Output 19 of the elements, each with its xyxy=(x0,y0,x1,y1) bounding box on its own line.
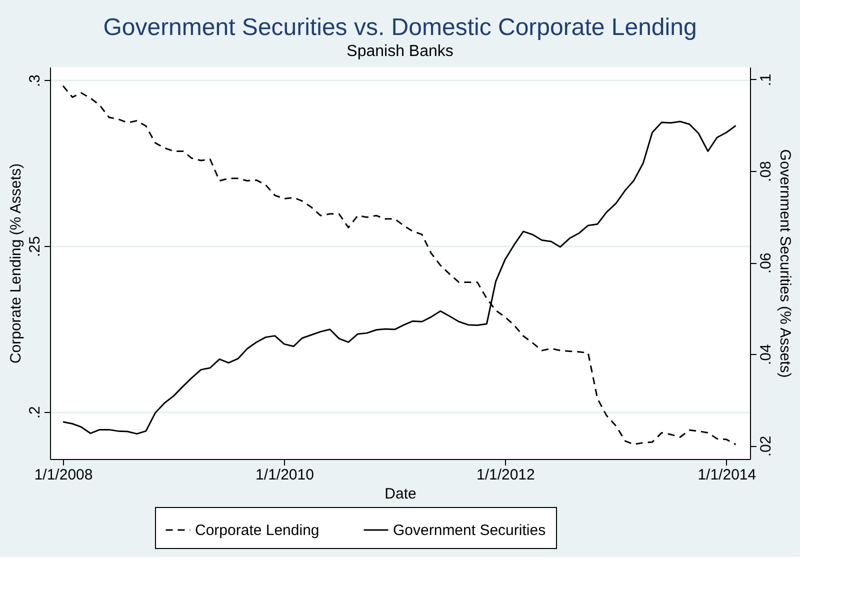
legend-label: Corporate Lending xyxy=(195,522,320,539)
legend-label: Government Securities xyxy=(393,522,546,539)
y2-tick-label: .1 xyxy=(758,74,774,86)
x-tick-label: 1/1/2012 xyxy=(476,466,535,484)
x-axis-title: Date xyxy=(384,486,416,502)
chart-title: Government Securities vs. Domestic Corporate Lending xyxy=(103,14,697,41)
x-tick-label: 1/1/2014 xyxy=(698,466,756,484)
y2-tick-label: .06 xyxy=(758,252,774,274)
x-tick-label: 1/1/2008 xyxy=(34,466,93,484)
chart-subtitle: Spanish Banks xyxy=(346,43,454,60)
x-tick-label: 1/1/2010 xyxy=(256,466,314,484)
y2-axis-title: Government Securities (% Assets) xyxy=(776,149,794,378)
y-tick-label: .25 xyxy=(26,236,44,258)
y2-tick-label: .04 xyxy=(758,344,774,366)
y2-tick-label: .02 xyxy=(758,436,774,457)
y-axis-title: Corporate Lending (% Assets) xyxy=(8,163,24,364)
y2-tick-label: .08 xyxy=(758,161,774,182)
y-tick-label: .2 xyxy=(26,406,44,419)
y-tick-label: .3 xyxy=(26,74,44,88)
